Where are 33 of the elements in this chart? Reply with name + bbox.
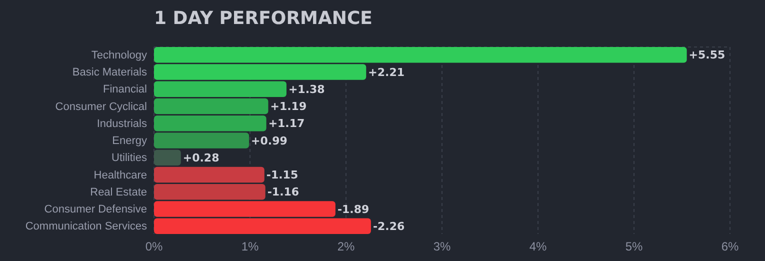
y-tick-label: Basic Materials [72,66,148,79]
data-label: -1.15 [266,168,298,182]
x-tick-label: 2% [337,240,355,254]
y-tick-label: Energy [112,135,148,148]
x-tick-label: 1% [241,240,259,254]
data-label: +5.55 [688,48,726,62]
bar [154,132,250,148]
y-tick-label: Communication Services [25,220,148,233]
x-tick-label: 0% [145,240,163,254]
data-label: -1.16 [267,186,300,199]
y-tick-label: Utilities [112,152,148,164]
y-tick-label: Consumer Cyclical [55,100,147,113]
bar [154,81,286,98]
x-tick-label: 5% [625,240,643,254]
bar [154,150,181,166]
x-tick-label: 4% [529,240,547,254]
data-label: -2.26 [372,220,406,233]
y-tick-label: Financial [102,84,147,96]
x-tick-label: 3% [433,240,451,254]
y-tick-label: Real Estate [90,186,147,198]
data-label: +0.99 [251,134,288,148]
chart-title: 1 DAY PERFORMANCE [154,8,372,29]
data-label: +1.19 [270,100,307,114]
data-label: +1.17 [268,117,305,130]
y-tick-label: Consumer Defensive [44,204,147,216]
data-label: +1.38 [288,82,325,96]
data-label: +2.21 [368,66,405,79]
y-tick-label: Industrials [96,118,148,130]
x-tick-label: 6% [721,240,739,254]
data-label: +0.28 [182,151,220,164]
y-tick-label: Healthcare [94,169,147,182]
data-label: -1.89 [337,202,370,216]
y-tick-label: Technology [91,49,148,62]
